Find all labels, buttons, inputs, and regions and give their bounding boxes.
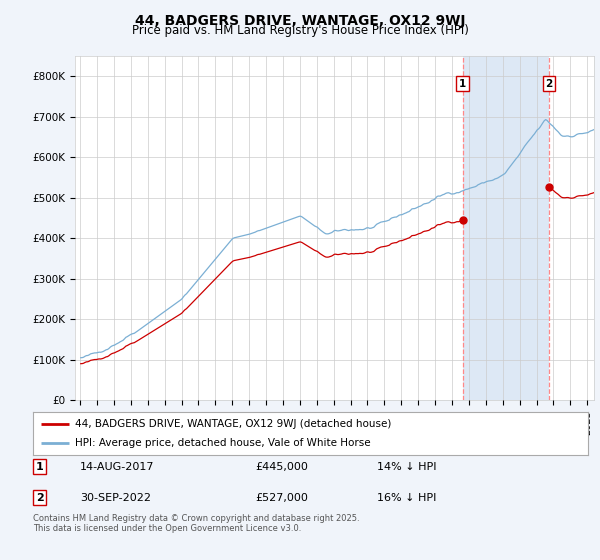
Text: £445,000: £445,000: [255, 462, 308, 472]
Bar: [463, 56, 549, 400]
Text: 14% ↓ HPI: 14% ↓ HPI: [377, 462, 437, 472]
Text: 14-AUG-2017: 14-AUG-2017: [80, 462, 155, 472]
Text: 1: 1: [459, 78, 466, 88]
Text: 2: 2: [36, 493, 44, 502]
Text: HPI: Average price, detached house, Vale of White Horse: HPI: Average price, detached house, Vale…: [74, 438, 370, 448]
Text: 44, BADGERS DRIVE, WANTAGE, OX12 9WJ: 44, BADGERS DRIVE, WANTAGE, OX12 9WJ: [135, 14, 465, 28]
Text: Contains HM Land Registry data © Crown copyright and database right 2025.
This d: Contains HM Land Registry data © Crown c…: [33, 514, 359, 534]
Text: 1: 1: [36, 462, 44, 472]
Text: 16% ↓ HPI: 16% ↓ HPI: [377, 493, 436, 502]
Text: 2: 2: [545, 78, 553, 88]
Text: 30-SEP-2022: 30-SEP-2022: [80, 493, 151, 502]
Text: Price paid vs. HM Land Registry's House Price Index (HPI): Price paid vs. HM Land Registry's House …: [131, 24, 469, 36]
Text: 44, BADGERS DRIVE, WANTAGE, OX12 9WJ (detached house): 44, BADGERS DRIVE, WANTAGE, OX12 9WJ (de…: [74, 419, 391, 429]
Text: £527,000: £527,000: [255, 493, 308, 502]
